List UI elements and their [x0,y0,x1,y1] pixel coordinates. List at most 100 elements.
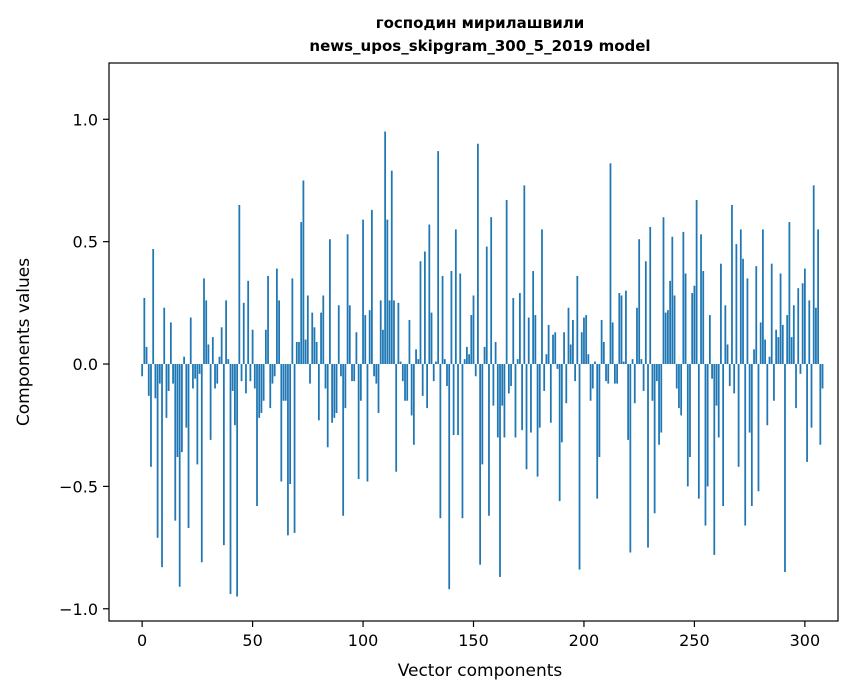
bar [675,364,678,389]
bar [344,364,347,409]
bar [196,364,199,465]
bar [722,364,725,506]
bar [169,322,172,365]
x-tick-label: 0 [137,631,147,650]
bar [788,222,791,365]
bar [225,300,227,365]
bar [686,364,689,487]
bar [399,361,402,365]
bar [572,319,574,365]
bar [424,251,426,365]
bar [625,290,627,365]
bar [589,364,592,401]
bar [576,275,579,365]
bar [161,364,163,568]
bar [501,364,504,406]
x-tick-label: 300 [790,631,821,650]
bar [395,364,398,472]
bar [183,356,185,365]
bar [185,364,188,428]
bar [664,312,667,365]
bar [737,364,740,467]
bar [777,337,780,365]
bar [658,364,660,445]
bar [320,312,322,365]
bar [598,364,601,458]
bar [704,364,707,526]
bar [408,319,411,365]
bar [238,204,241,365]
bar [236,364,239,597]
bar [773,364,775,401]
bar [295,342,298,365]
bar [240,364,243,382]
bar [594,361,596,365]
bar [156,364,159,538]
bar [764,339,766,365]
bar [386,219,389,365]
bar [353,364,356,382]
bar [200,364,203,563]
bar [808,300,811,365]
bar [441,275,444,365]
bar [538,364,541,428]
bar [684,273,687,365]
bar [245,364,247,394]
bar [189,317,192,365]
bar [377,364,380,413]
bar [507,364,510,394]
bar [187,364,190,528]
bar [492,364,495,406]
bar [673,295,676,365]
bar [810,364,813,428]
bar [428,224,431,365]
bar [496,364,499,438]
bar [488,364,490,516]
bar [711,364,713,379]
bar [273,364,276,377]
bar [468,354,470,365]
bar [605,364,607,382]
bar [739,229,742,365]
bar [379,300,382,365]
bar [607,364,610,384]
bar [770,263,773,365]
bar [558,364,561,502]
bar [211,337,214,365]
bar [702,271,705,365]
bar-series [141,131,824,597]
bar [569,344,572,365]
bar [697,364,700,499]
bar [525,364,528,470]
bar [452,364,455,435]
bar [717,364,720,438]
bar [671,236,674,365]
bar [766,364,769,426]
bar [264,329,267,365]
bar [678,364,680,409]
bar [494,342,497,365]
bar [178,364,181,587]
bar [454,229,457,365]
bar [448,364,451,590]
bar [291,278,294,365]
bar [587,354,590,365]
bar [393,300,395,365]
bar [340,364,342,377]
x-tick-label: 250 [679,631,710,650]
chart-subtitle: news_upos_skipgram_300_5_2019 model [309,37,650,55]
x-tick-label: 150 [458,631,489,650]
bar [437,151,440,365]
bar [446,364,448,387]
bar [306,295,309,365]
bar [426,364,428,409]
bar [806,364,808,462]
bar [792,305,795,365]
bar [412,364,415,445]
bar [519,293,521,365]
bar [578,364,581,570]
bar [753,349,755,365]
bar [276,268,278,365]
bar [700,234,702,365]
bar [693,285,696,365]
